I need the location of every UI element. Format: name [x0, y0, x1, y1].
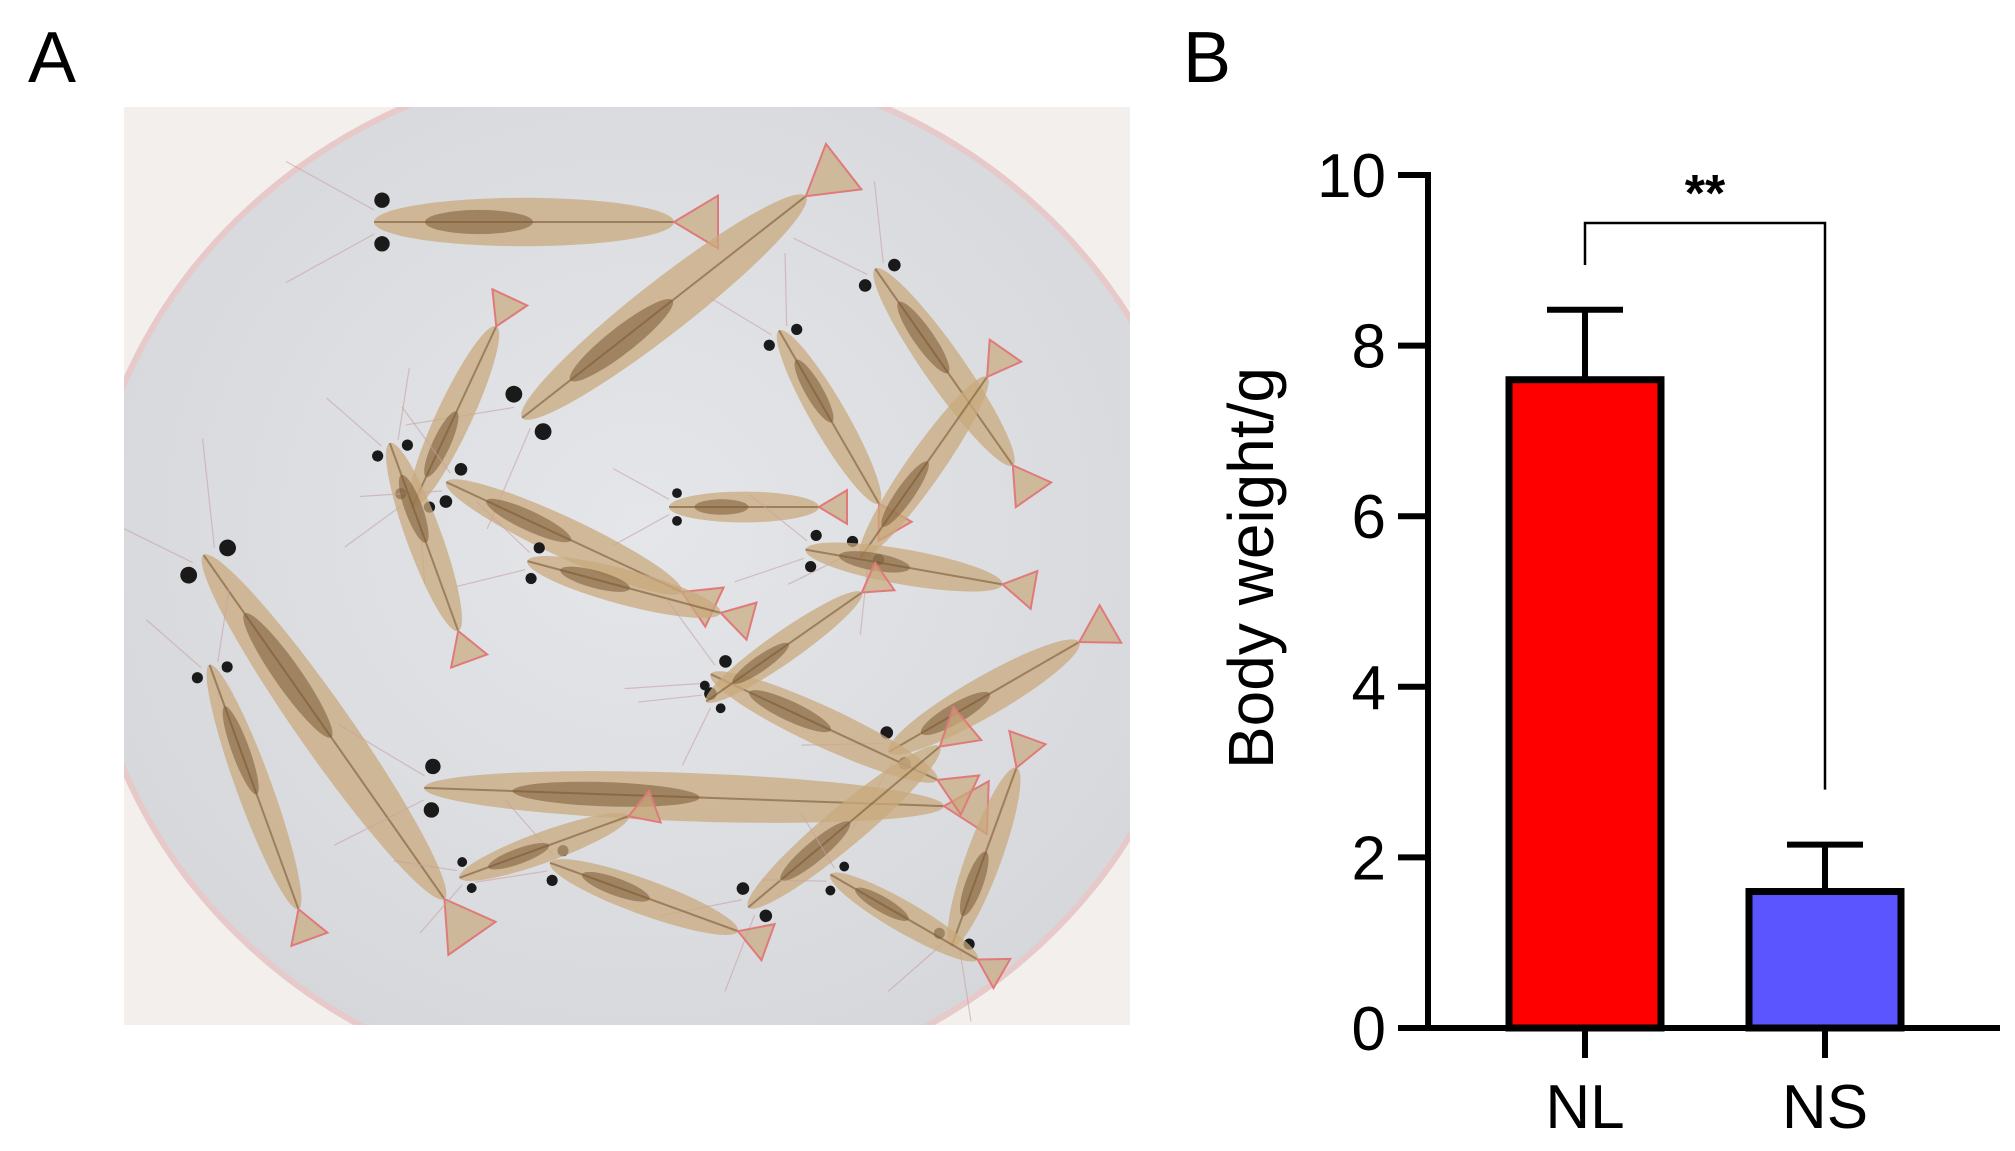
shrimp: [454, 501, 758, 642]
bars: [1505, 306, 1905, 1032]
shrimp: [145, 589, 330, 948]
y-tick-label: 6: [1352, 483, 1386, 552]
y-axis-title: Body weight/g: [1215, 367, 1287, 769]
bar-chart: 0 2 4 6 8 10 NL NS ** Body weight/g: [1215, 142, 2000, 1142]
y-tick-label: 4: [1352, 654, 1386, 723]
shrimp: [344, 287, 530, 585]
y-tick-label: 10: [1317, 142, 1386, 211]
x-tick-label: NS: [1782, 1073, 1868, 1142]
x-tick-label: NL: [1545, 1073, 1624, 1142]
significance-label: **: [1685, 165, 1726, 223]
shrimp: [326, 367, 490, 670]
shrimp: [793, 181, 1054, 510]
panel-label-a: A: [28, 18, 77, 98]
shrimp: [612, 467, 848, 547]
shrimp: [661, 704, 984, 992]
significance-line: [1583, 221, 1827, 790]
shrimp: [285, 160, 719, 284]
shrimp: [762, 812, 1013, 991]
shrimp-group: [124, 141, 1123, 1022]
y-tick-label: 0: [1352, 995, 1386, 1064]
y-axis: 0 2 4 6 8 10: [1317, 142, 1431, 1064]
shrimp: [638, 560, 897, 766]
shrimp-photo: [124, 107, 1130, 1025]
shrimp: [405, 141, 864, 530]
bar-nl: [1505, 376, 1665, 1032]
x-axis: NL NS: [1425, 1025, 2000, 1142]
shrimp: [124, 438, 498, 957]
y-tick-label: 2: [1352, 824, 1386, 893]
y-tick-label: 8: [1352, 313, 1386, 382]
significance-bracket: **: [1583, 165, 1827, 790]
shrimp: [801, 603, 1123, 832]
shrimp: [393, 788, 663, 934]
panel-label-b: B: [1183, 18, 1232, 98]
bar-ns: [1745, 888, 1905, 1032]
shrimp: [787, 337, 1024, 635]
